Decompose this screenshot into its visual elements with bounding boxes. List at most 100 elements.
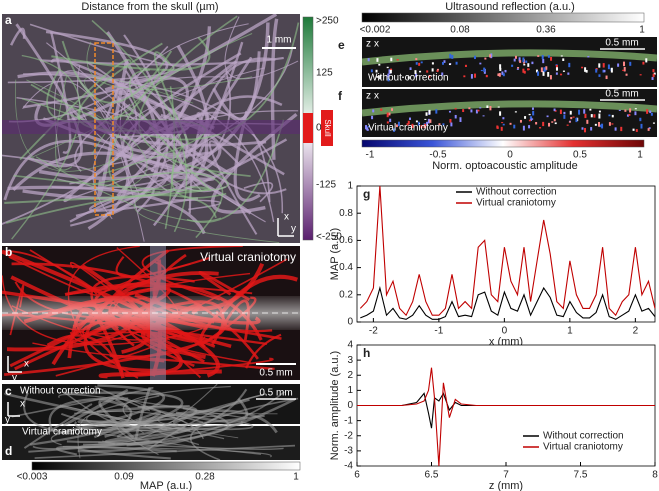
speckle bbox=[376, 76, 379, 78]
colorbar-label: >250 bbox=[316, 16, 339, 27]
colorbar-tick: -1 bbox=[366, 150, 375, 161]
vessel bbox=[92, 171, 224, 239]
speckle bbox=[464, 64, 467, 67]
speckle bbox=[560, 55, 563, 57]
speckle bbox=[519, 119, 522, 123]
y-tick-label: 2 bbox=[347, 370, 353, 381]
speckle bbox=[527, 63, 530, 67]
speckle bbox=[531, 118, 534, 120]
speckle bbox=[590, 114, 593, 118]
colorbar-tick: 0 bbox=[507, 150, 513, 161]
speckle bbox=[632, 128, 635, 131]
speckle bbox=[642, 61, 645, 65]
speckle bbox=[629, 61, 632, 66]
speckle bbox=[568, 62, 571, 68]
speckle bbox=[541, 55, 544, 60]
speckle bbox=[441, 72, 444, 76]
axis-letter: x bbox=[24, 359, 29, 370]
legend-label: Virtual craniotomy bbox=[476, 198, 556, 209]
series-line bbox=[357, 367, 655, 467]
speckle bbox=[584, 67, 587, 72]
speckle bbox=[555, 72, 558, 75]
speckle bbox=[652, 73, 655, 78]
speckle bbox=[598, 113, 601, 119]
vessel bbox=[94, 385, 151, 412]
y-tick-label: 4 bbox=[347, 340, 353, 351]
y-tick-label: 0 bbox=[347, 317, 353, 328]
scale-label: 0.5 mm bbox=[605, 38, 638, 49]
speckle bbox=[544, 69, 547, 71]
vessel bbox=[51, 271, 219, 366]
vessel bbox=[35, 156, 222, 222]
speckle bbox=[545, 66, 548, 70]
panel-title: Distance from the skull (µm) bbox=[81, 1, 218, 13]
speckle bbox=[386, 112, 389, 118]
series-line bbox=[360, 285, 656, 320]
speckle bbox=[603, 69, 606, 73]
speckle bbox=[504, 69, 507, 73]
speckle bbox=[411, 123, 414, 129]
scale-label: 0.5 mm bbox=[259, 388, 292, 399]
speckle bbox=[542, 58, 545, 64]
speckle bbox=[585, 69, 588, 73]
vessel bbox=[23, 30, 169, 109]
scale-label: 0.5 mm bbox=[605, 89, 638, 100]
scale-label: 1 mm bbox=[267, 35, 292, 46]
speckle bbox=[502, 123, 505, 126]
speckle bbox=[388, 69, 391, 75]
vessel bbox=[15, 23, 83, 168]
speckle bbox=[575, 117, 578, 123]
vessel bbox=[63, 388, 129, 427]
speckle bbox=[618, 109, 621, 111]
speckle bbox=[474, 73, 477, 78]
vessels bbox=[2, 14, 300, 243]
speckle bbox=[640, 123, 643, 129]
speckle bbox=[522, 57, 525, 63]
y-tick-label: 0 bbox=[347, 400, 353, 411]
speckle bbox=[599, 124, 602, 128]
vessel bbox=[23, 392, 74, 435]
speckle bbox=[415, 62, 418, 65]
panel-label: c bbox=[5, 384, 12, 398]
speckle bbox=[528, 119, 531, 122]
speckle bbox=[560, 73, 563, 76]
speckle bbox=[486, 105, 489, 108]
speckle bbox=[645, 58, 648, 63]
speckle bbox=[529, 116, 532, 120]
speckle bbox=[401, 76, 404, 78]
speckle bbox=[647, 128, 650, 131]
speckle bbox=[388, 112, 391, 116]
speckle bbox=[386, 66, 389, 69]
speckle bbox=[537, 71, 540, 76]
y-tick-label: 0.4 bbox=[339, 262, 353, 273]
vessel bbox=[5, 194, 217, 224]
vessel bbox=[212, 51, 261, 121]
vessel bbox=[4, 186, 210, 204]
vessel bbox=[98, 398, 135, 439]
vessel bbox=[91, 33, 253, 155]
speckle bbox=[527, 68, 530, 71]
speckle bbox=[497, 73, 500, 77]
speckle bbox=[617, 63, 620, 67]
speckle bbox=[509, 122, 512, 125]
x-tick-label: 0 bbox=[502, 326, 508, 337]
speckle bbox=[407, 120, 410, 125]
speckle bbox=[634, 111, 637, 116]
speckle bbox=[448, 110, 451, 113]
vessel bbox=[243, 181, 274, 203]
vessels bbox=[4, 384, 299, 460]
speckle bbox=[387, 77, 390, 82]
speckle bbox=[454, 108, 457, 110]
speckle bbox=[485, 74, 488, 78]
vessel bbox=[105, 425, 191, 443]
speckle bbox=[610, 67, 613, 73]
speckle bbox=[429, 119, 432, 123]
panel-label: g bbox=[363, 187, 370, 201]
speckle bbox=[380, 108, 383, 111]
speckle bbox=[371, 115, 374, 120]
speckle bbox=[442, 123, 445, 126]
speckle bbox=[566, 124, 569, 126]
speckle bbox=[414, 70, 417, 75]
vessel bbox=[51, 70, 232, 190]
